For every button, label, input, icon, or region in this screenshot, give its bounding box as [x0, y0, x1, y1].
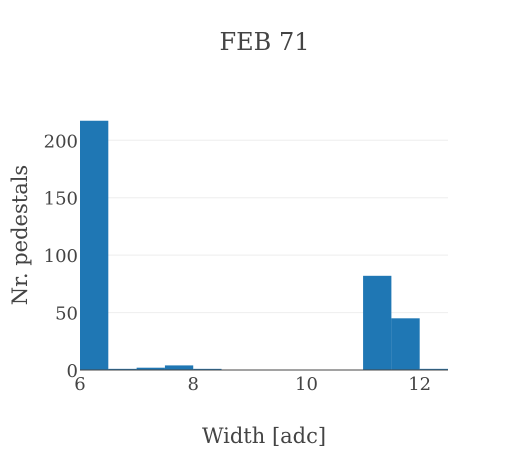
chart-title: FEB 71 — [220, 28, 310, 56]
grid-lines — [80, 140, 448, 312]
histogram-bar — [363, 276, 391, 370]
x-tick-label: 10 — [295, 374, 318, 395]
histogram-bar — [391, 318, 419, 370]
y-tick-label: 200 — [44, 131, 78, 152]
histogram-bars — [80, 121, 448, 370]
x-axis-label: Width [adc] — [202, 424, 326, 448]
histogram-bar — [165, 365, 193, 370]
y-tick-label: 100 — [44, 246, 78, 267]
y-tick-label: 50 — [55, 304, 78, 325]
y-tick-label: 150 — [44, 189, 78, 210]
x-tick-label: 12 — [408, 374, 431, 395]
x-tick-label: 6 — [74, 374, 85, 395]
x-tick-label: 8 — [188, 374, 199, 395]
y-axis-label: Nr. pedestals — [8, 165, 32, 305]
histogram-bar — [80, 121, 108, 370]
